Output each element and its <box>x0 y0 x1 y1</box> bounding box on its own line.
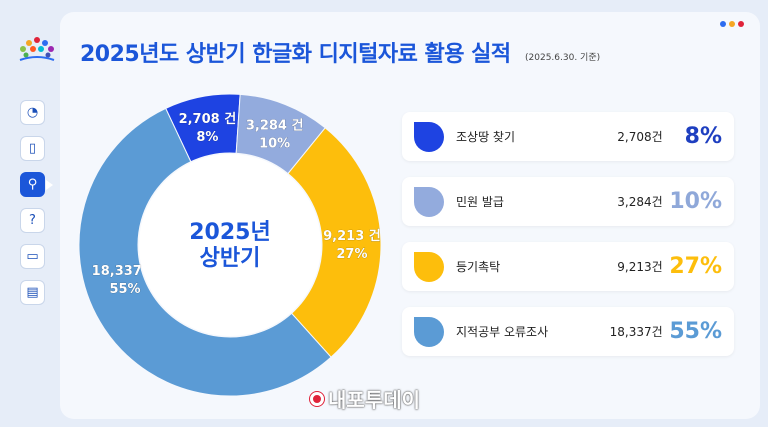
slice-count-label: 3,284 건 <box>246 117 304 133</box>
legend-bubble-icon <box>414 186 444 217</box>
legend-bubble-icon <box>414 251 444 282</box>
sidebar: ◔ ▯ ⚲? ▭ ▤ <box>20 100 54 305</box>
legend-count: 3,284건 <box>617 195 663 209</box>
page-title: 2025년도 상반기 한글화 디지털자료 활용 실적 <box>80 42 511 67</box>
legend-label: 조상땅 찾기 <box>456 130 516 144</box>
window-dot <box>729 21 735 27</box>
legend-count: 2,708건 <box>617 130 663 144</box>
legend-label: 등기촉탁 <box>456 260 501 274</box>
watermark-dot-icon <box>310 391 324 406</box>
legend-percent: 55% <box>669 319 722 344</box>
legend-card: 조상땅 찾기 2,708건 8% <box>402 112 734 161</box>
legend-percent: 8% <box>684 124 722 149</box>
legend-percent: 27% <box>669 254 722 279</box>
watermark: 내포투데이 <box>310 384 420 413</box>
basis-date: (2025.6.30. 기준) <box>525 53 601 63</box>
donut-chart: 2,708 건8%3,284 건10%9,213 건27%18,337 건55%… <box>78 93 382 397</box>
slice-percent-label: 8% <box>196 130 218 145</box>
slice-count-label: 2,708 건 <box>179 111 237 127</box>
window-dots <box>720 21 744 27</box>
legend-bubble-icon <box>414 121 444 152</box>
donut-center <box>139 154 321 336</box>
legend: 조상땅 찾기 2,708건 8% 민원 발급 3,284건 10% 등기촉탁 9,213건 27… <box>402 112 734 356</box>
donut-slice <box>287 127 382 358</box>
donut-center-label: 상반기 <box>200 246 261 271</box>
window-dot <box>720 21 726 27</box>
pie-chart-icon[interactable]: ◔ <box>20 100 45 125</box>
slice-count-label: 9,213 건 <box>323 228 381 244</box>
window-dot <box>738 21 744 27</box>
legend-count: 9,213건 <box>617 260 663 274</box>
slice-percent-label: 55% <box>109 282 140 297</box>
legend-label: 민원 발급 <box>456 195 504 209</box>
legend-card: 등기촉탁 9,213건 27% <box>402 242 734 291</box>
calendar-icon[interactable]: ? <box>20 208 45 233</box>
legend-bubble-icon <box>414 316 444 347</box>
search-icon[interactable]: ⚲ <box>20 172 53 197</box>
donut-slice <box>78 107 332 397</box>
chat-icon[interactable]: ▤ <box>20 280 45 305</box>
main-panel: 2025년도 상반기 한글화 디지털자료 활용 실적 (2025.6.30. 기… <box>60 12 760 419</box>
legend-count: 18,337건 <box>609 325 663 339</box>
donut-center-label: 2025년 <box>189 220 270 245</box>
legend-percent: 10% <box>669 189 722 214</box>
slice-percent-label: 27% <box>336 247 367 262</box>
monitor-icon[interactable]: ▭ <box>20 244 45 269</box>
slice-percent-label: 10% <box>259 136 290 151</box>
legend-label: 지적공부 오류조사 <box>456 325 549 339</box>
legend-card: 민원 발급 3,284건 10% <box>402 177 734 226</box>
legend-card: 지적공부 오류조사 18,337건 55% <box>402 307 734 356</box>
document-icon[interactable]: ▯ <box>20 136 45 161</box>
logo <box>19 37 55 61</box>
watermark-text: 내포투데이 <box>328 388 420 412</box>
